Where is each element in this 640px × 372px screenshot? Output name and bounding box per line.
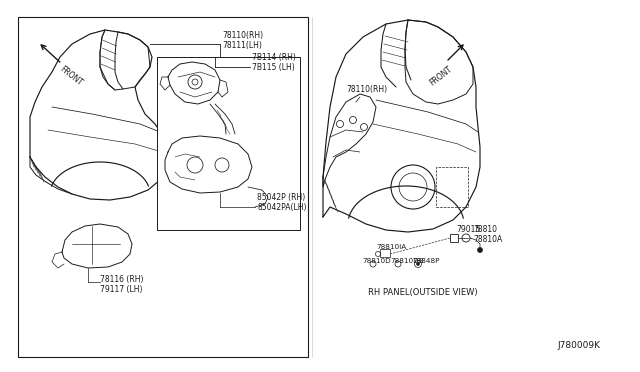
- Bar: [450, 234, 458, 242]
- Text: 7B114 (RH): 7B114 (RH): [252, 53, 296, 62]
- Text: 78810IA: 78810IA: [376, 244, 406, 250]
- Bar: [18, 17, 308, 357]
- Text: 85042PA(LH): 85042PA(LH): [257, 203, 307, 212]
- Text: 78110(RH): 78110(RH): [346, 85, 387, 94]
- Text: 78116 (RH): 78116 (RH): [100, 275, 143, 284]
- Text: 79117 (LH): 79117 (LH): [100, 285, 143, 294]
- Text: FRONT: FRONT: [428, 64, 454, 87]
- Text: 78111(LH): 78111(LH): [222, 41, 262, 50]
- Text: J780009K: J780009K: [557, 341, 600, 350]
- Bar: [157, 57, 300, 230]
- Circle shape: [477, 247, 483, 253]
- Circle shape: [417, 263, 419, 266]
- Text: 85042P (RH): 85042P (RH): [257, 193, 305, 202]
- Text: RH PANEL(OUTSIDE VIEW): RH PANEL(OUTSIDE VIEW): [368, 288, 477, 297]
- Text: 78848P: 78848P: [412, 258, 440, 264]
- Text: FRONT: FRONT: [58, 64, 84, 87]
- Text: 79015: 79015: [456, 225, 480, 234]
- Text: 78110(RH): 78110(RH): [222, 31, 263, 40]
- Text: 78810DB: 78810DB: [390, 258, 424, 264]
- Bar: [436, 167, 468, 207]
- Text: 78810: 78810: [473, 225, 497, 234]
- Text: 78810A: 78810A: [473, 235, 502, 244]
- Text: 7B115 (LH): 7B115 (LH): [252, 63, 295, 72]
- Bar: [380, 249, 390, 257]
- Text: 78810D: 78810D: [362, 258, 391, 264]
